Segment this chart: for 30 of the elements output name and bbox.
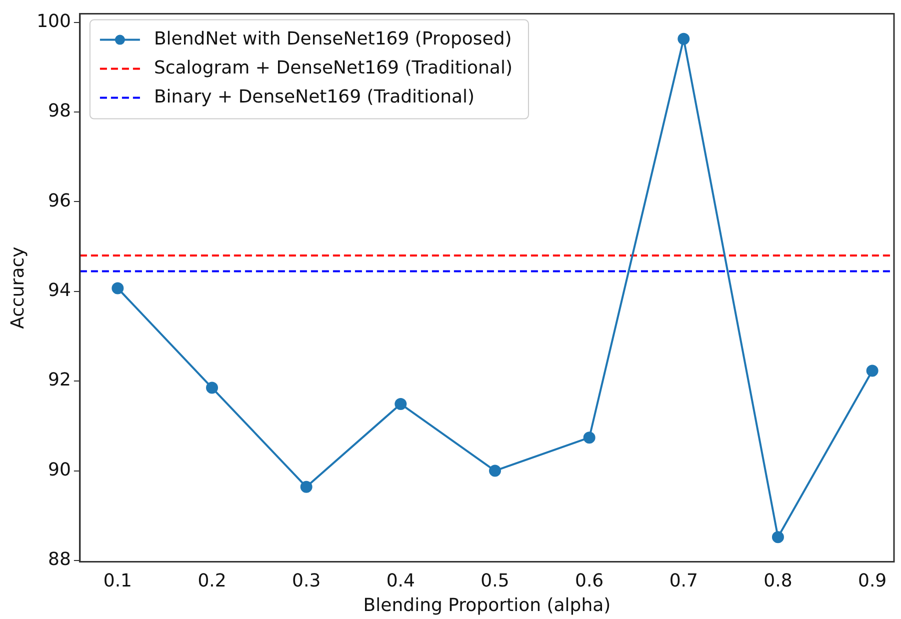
y-tick-label: 96 [48,190,71,212]
x-tick-label: 0.6 [575,570,604,592]
x-tick-label: 0.3 [292,570,321,592]
x-tick-label: 0.4 [386,570,415,592]
x-tick-label: 0.2 [198,570,226,592]
x-tick-label: 0.1 [103,570,132,592]
y-tick-label: 90 [48,459,71,480]
x-tick-label: 0.9 [858,570,887,592]
x-tick-label: 0.5 [480,570,510,592]
y-axis-title: Accuracy [7,246,28,329]
point [206,382,218,394]
point [112,282,124,294]
point [300,480,312,493]
legend-label: Binary + DenseNet169 (Traditional) [154,86,475,108]
point [583,432,596,444]
x-tick-label: 0.7 [669,570,698,592]
y-tick-label: 88 [48,549,71,570]
y-tick-label: 94 [48,280,71,302]
point [678,32,690,45]
legend-label: BlendNet with DenseNet169 (Proposed) [154,28,512,50]
point [866,364,878,377]
point [394,398,407,410]
point [772,531,784,544]
x-tick-label: 0.8 [764,570,792,592]
y-tick-label: 98 [48,100,71,122]
point [488,464,501,477]
y-tick-label: 92 [48,370,71,391]
x-axis-title: Blending Proportion (alpha) [363,594,611,616]
legend-label: Scalogram + DenseNet169 (Traditional) [154,57,512,78]
y-tick-label: 100 [36,10,71,32]
